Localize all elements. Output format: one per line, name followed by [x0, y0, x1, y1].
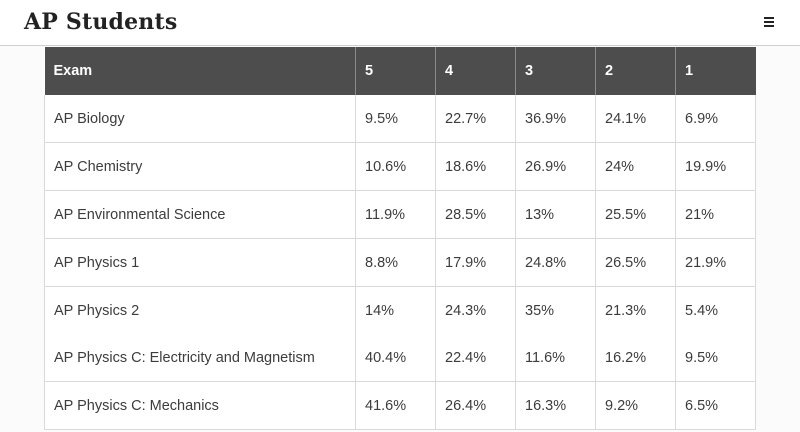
- score-cell: 17.9%: [435, 238, 516, 287]
- score-cell: 28.5%: [435, 190, 516, 239]
- score-cell: 9.5%: [355, 95, 436, 143]
- score-cell: 11.6%: [515, 334, 596, 382]
- score-cell: 9.2%: [595, 381, 676, 430]
- score-cell: 13%: [515, 190, 596, 239]
- score-distribution-table: Exam 5 4 3 2 1 AP Biology 9.5% 22.7% 36.…: [44, 47, 756, 430]
- score-cell: 21.3%: [595, 286, 676, 334]
- table-row: AP Chemistry 10.6% 18.6% 26.9% 24% 19.9%: [44, 142, 756, 191]
- score-cell: 6.5%: [675, 381, 756, 430]
- score-cell: 11.9%: [355, 190, 436, 239]
- score-cell: 24.8%: [515, 238, 596, 287]
- score-cell: 6.9%: [675, 95, 756, 143]
- score-cell: 24.3%: [435, 286, 516, 334]
- score-cell: 41.6%: [355, 381, 436, 430]
- score-cell: 35%: [515, 286, 596, 334]
- score-cell: 26.4%: [435, 381, 516, 430]
- score-cell: 16.2%: [595, 334, 676, 382]
- score-cell: 40.4%: [355, 334, 436, 382]
- exam-name-cell: AP Physics 1: [44, 238, 356, 287]
- column-header-score-4: 4: [435, 47, 516, 95]
- score-cell: 36.9%: [515, 95, 596, 143]
- score-cell: 22.7%: [435, 95, 516, 143]
- top-header: AP Students: [0, 0, 800, 46]
- score-cell: 21.9%: [675, 238, 756, 287]
- table-row: AP Environmental Science 11.9% 28.5% 13%…: [44, 190, 756, 239]
- table-row: AP Physics 1 8.8% 17.9% 24.8% 26.5% 21.9…: [44, 238, 756, 287]
- exam-name-cell: AP Environmental Science: [44, 190, 356, 239]
- score-cell: 26.5%: [595, 238, 676, 287]
- column-header-score-1: 1: [675, 47, 756, 95]
- score-cell: 24%: [595, 142, 676, 191]
- page-title: AP Students: [24, 9, 178, 35]
- table-row: AP Physics C: Mechanics 41.6% 26.4% 16.3…: [44, 381, 756, 430]
- table-header-row: Exam 5 4 3 2 1: [44, 47, 756, 95]
- exam-name-cell: AP Chemistry: [44, 142, 356, 191]
- hamburger-menu-icon[interactable]: [764, 17, 774, 27]
- score-cell: 22.4%: [435, 334, 516, 382]
- score-cell: 24.1%: [595, 95, 676, 143]
- score-cell: 14%: [355, 286, 436, 334]
- table-row: AP Biology 9.5% 22.7% 36.9% 24.1% 6.9%: [44, 95, 756, 143]
- exam-name-cell: AP Physics C: Electricity and Magnetism: [44, 334, 356, 382]
- column-header-exam: Exam: [44, 47, 356, 95]
- table-row: AP Physics C: Electricity and Magnetism …: [44, 334, 756, 382]
- score-cell: 10.6%: [355, 142, 436, 191]
- score-cell: 26.9%: [515, 142, 596, 191]
- score-cell: 25.5%: [595, 190, 676, 239]
- exam-name-cell: AP Physics 2: [44, 286, 356, 334]
- score-cell: 9.5%: [675, 334, 756, 382]
- score-cell: 8.8%: [355, 238, 436, 287]
- score-distribution-table-container: Exam 5 4 3 2 1 AP Biology 9.5% 22.7% 36.…: [44, 47, 756, 430]
- score-cell: 5.4%: [675, 286, 756, 334]
- score-cell: 21%: [675, 190, 756, 239]
- exam-name-cell: AP Biology: [44, 95, 356, 143]
- score-cell: 19.9%: [675, 142, 756, 191]
- score-cell: 18.6%: [435, 142, 516, 191]
- column-header-score-2: 2: [595, 47, 676, 95]
- exam-name-cell: AP Physics C: Mechanics: [44, 381, 356, 430]
- column-header-score-3: 3: [515, 47, 596, 95]
- column-header-score-5: 5: [355, 47, 436, 95]
- table-row: AP Physics 2 14% 24.3% 35% 21.3% 5.4%: [44, 286, 756, 334]
- score-cell: 16.3%: [515, 381, 596, 430]
